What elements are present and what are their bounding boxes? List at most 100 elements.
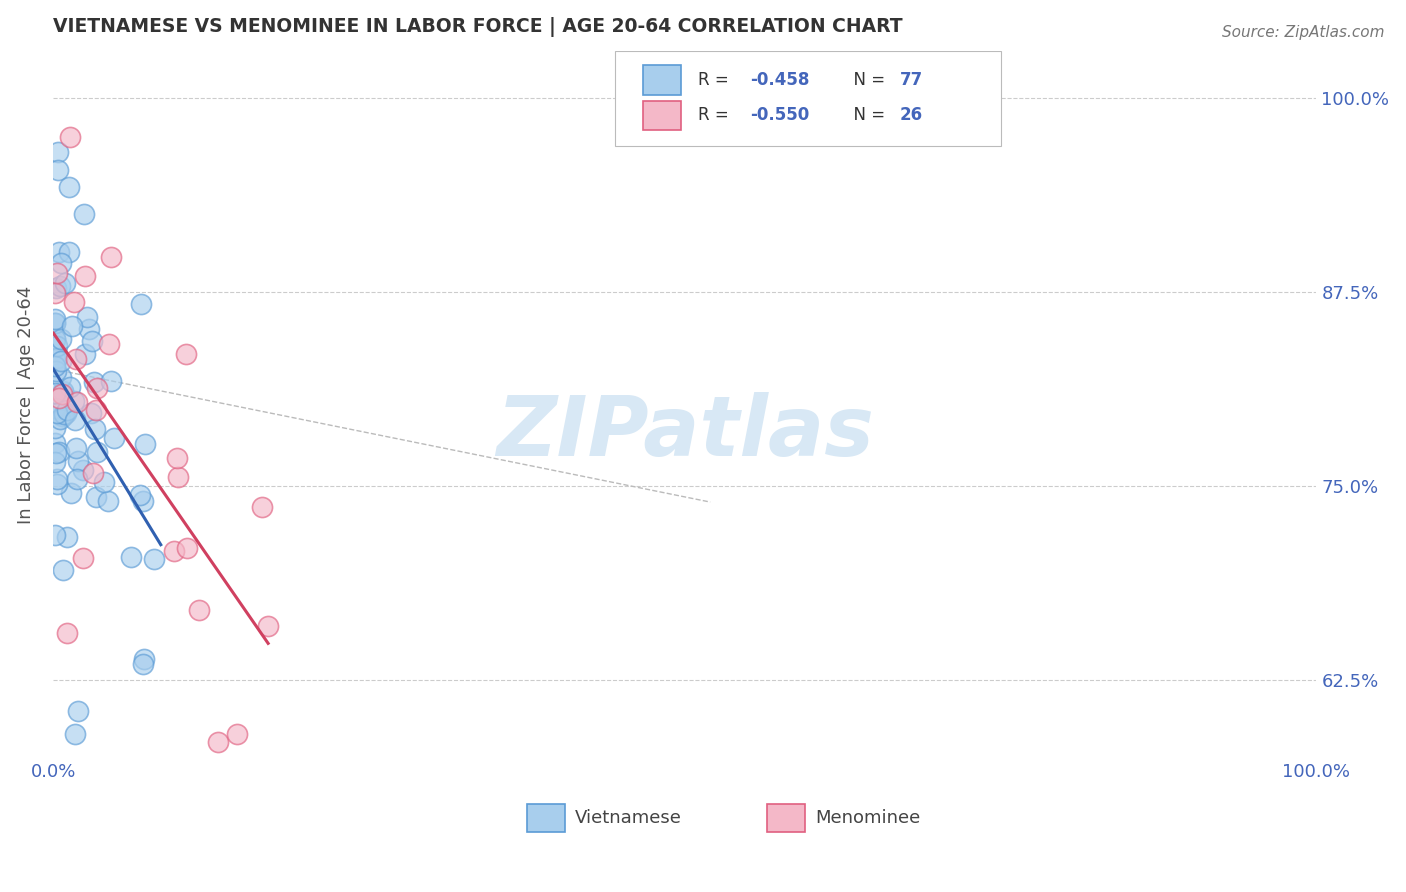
Point xyxy=(166,450,188,465)
Point xyxy=(128,488,150,502)
Point xyxy=(84,490,107,504)
Point xyxy=(120,549,142,564)
Point xyxy=(84,402,107,417)
Point xyxy=(225,727,247,741)
Point xyxy=(44,347,66,361)
Point xyxy=(48,245,70,260)
Point xyxy=(52,563,75,577)
Point xyxy=(97,494,120,508)
Point xyxy=(63,727,86,741)
Point xyxy=(66,472,89,486)
Text: VIETNAMESE VS MENOMINEE IN LABOR FORCE | AGE 20-64 CORRELATION CHART: VIETNAMESE VS MENOMINEE IN LABOR FORCE |… xyxy=(53,17,903,37)
Point xyxy=(49,256,72,270)
Point xyxy=(60,318,83,333)
Point xyxy=(66,395,89,409)
FancyBboxPatch shape xyxy=(616,51,1001,146)
Point xyxy=(83,376,105,390)
Point xyxy=(82,334,104,348)
Point xyxy=(51,332,73,346)
Point xyxy=(65,352,87,367)
Point xyxy=(48,278,70,293)
Point xyxy=(44,311,66,326)
Point xyxy=(44,351,66,366)
Point xyxy=(56,403,79,417)
Point xyxy=(75,269,97,284)
Point xyxy=(93,475,115,490)
Point xyxy=(86,381,108,395)
Point xyxy=(66,454,89,468)
Point xyxy=(52,385,75,400)
Point xyxy=(44,401,66,416)
Point xyxy=(45,446,67,460)
Point xyxy=(44,359,66,373)
Point xyxy=(103,431,125,445)
Y-axis label: In Labor Force | Age 20-64: In Labor Force | Age 20-64 xyxy=(17,285,35,524)
FancyBboxPatch shape xyxy=(644,65,681,95)
Point xyxy=(86,445,108,459)
Point xyxy=(44,385,66,400)
Point xyxy=(51,409,73,423)
Text: -0.550: -0.550 xyxy=(751,106,810,124)
Point xyxy=(73,207,96,221)
Point xyxy=(44,316,66,330)
Point xyxy=(45,351,67,365)
Point xyxy=(53,407,76,421)
Point xyxy=(59,380,82,394)
Point xyxy=(44,528,66,542)
Point xyxy=(257,618,280,632)
Point xyxy=(58,180,80,194)
Point xyxy=(52,384,75,399)
Point xyxy=(65,441,87,455)
Point xyxy=(162,544,184,558)
Point xyxy=(67,704,90,718)
Point xyxy=(49,369,72,384)
Point xyxy=(132,493,155,508)
Point xyxy=(46,145,69,159)
Point xyxy=(100,251,122,265)
Point xyxy=(250,500,273,514)
FancyBboxPatch shape xyxy=(768,804,804,832)
Point xyxy=(48,391,70,405)
Point xyxy=(174,347,197,361)
Point xyxy=(97,336,120,351)
Point xyxy=(46,162,69,177)
Point xyxy=(44,436,66,450)
Point xyxy=(45,472,67,486)
Text: N =: N = xyxy=(842,106,890,124)
Point xyxy=(53,276,76,290)
Point xyxy=(207,735,229,749)
Point xyxy=(56,625,79,640)
Point xyxy=(44,332,66,346)
Point xyxy=(45,364,67,378)
Point xyxy=(44,455,66,469)
Point xyxy=(60,486,83,500)
Point xyxy=(76,310,98,324)
Text: 77: 77 xyxy=(900,71,922,89)
Point xyxy=(46,477,69,491)
Point xyxy=(187,603,209,617)
Point xyxy=(132,657,155,672)
Point xyxy=(100,374,122,388)
Text: Menominee: Menominee xyxy=(815,809,921,827)
Point xyxy=(55,530,77,544)
Text: -0.458: -0.458 xyxy=(751,71,810,89)
Point xyxy=(77,321,100,335)
Point xyxy=(44,286,66,301)
Text: ZIPatlas: ZIPatlas xyxy=(496,392,875,473)
Point xyxy=(55,406,77,420)
Point xyxy=(45,281,67,295)
Point xyxy=(79,407,101,421)
Text: Vietnamese: Vietnamese xyxy=(575,809,682,827)
FancyBboxPatch shape xyxy=(527,804,565,832)
Point xyxy=(134,437,156,451)
Point xyxy=(72,550,94,565)
Point xyxy=(46,406,69,420)
Point xyxy=(44,316,66,330)
Point xyxy=(82,467,104,481)
Point xyxy=(176,541,198,556)
Point xyxy=(44,333,66,347)
Point xyxy=(49,412,72,426)
Point xyxy=(73,347,96,361)
Text: R =: R = xyxy=(697,106,734,124)
Point xyxy=(44,421,66,435)
